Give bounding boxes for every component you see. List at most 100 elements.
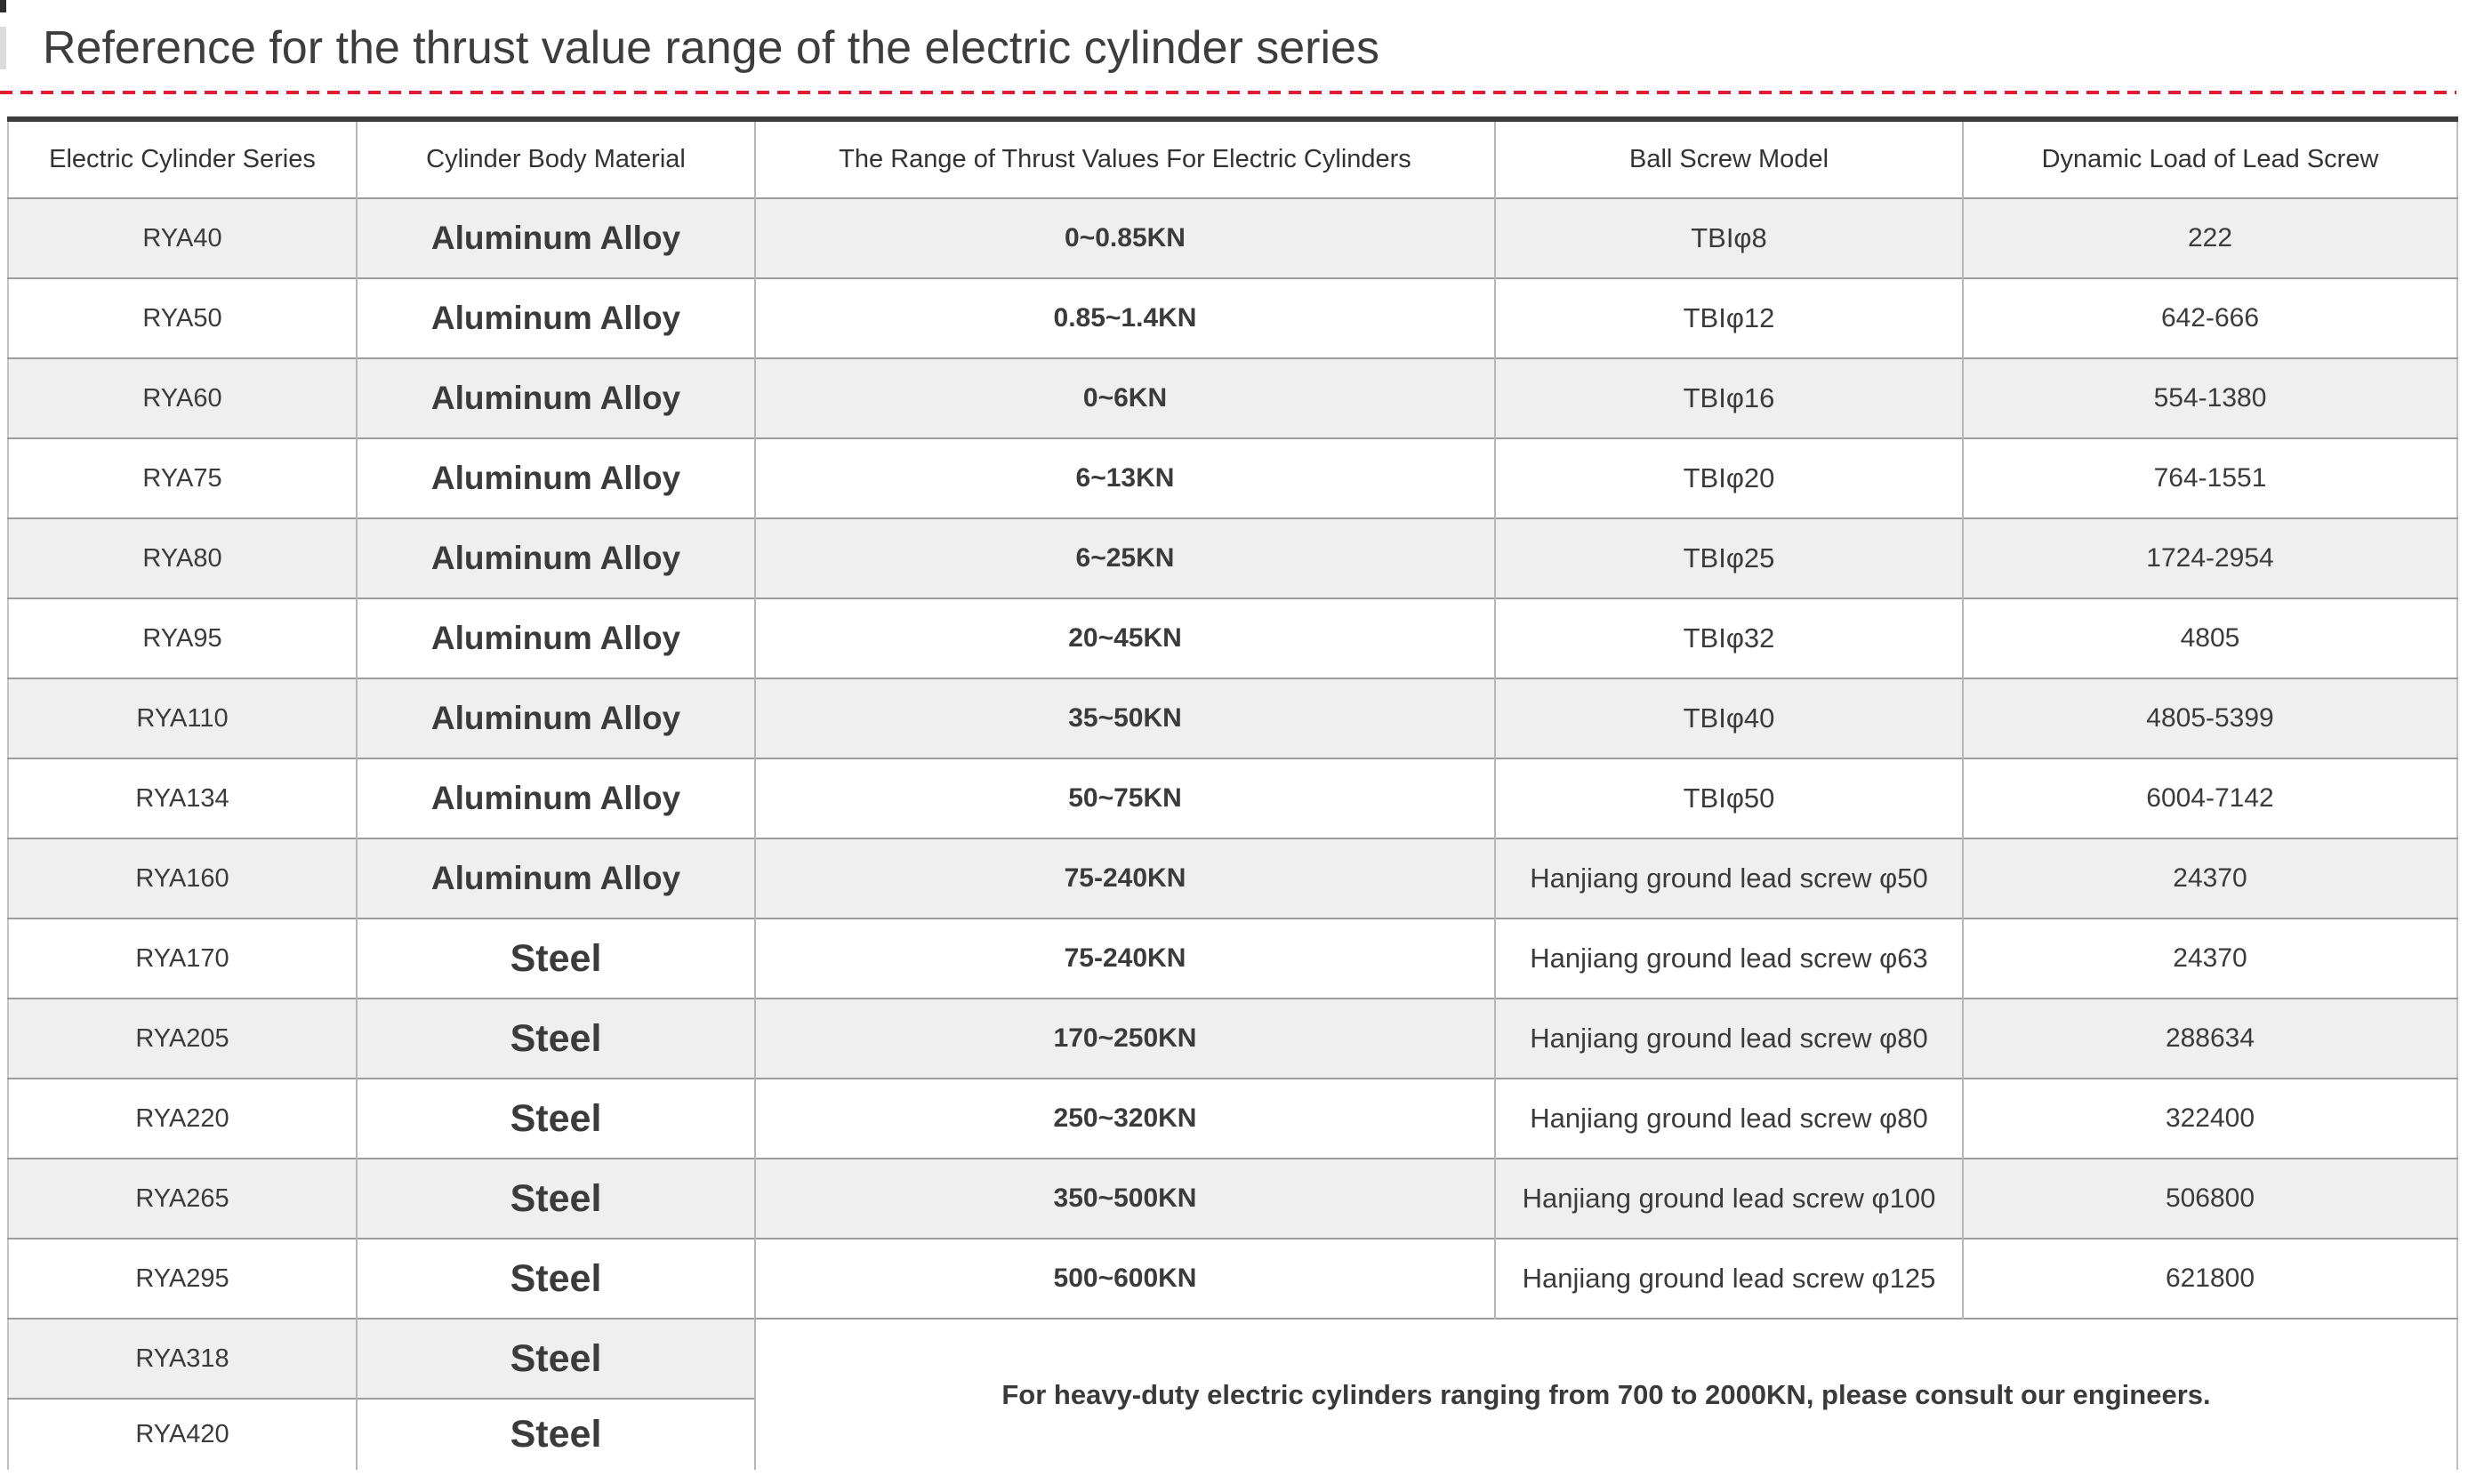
cell-series: RYA95 bbox=[8, 598, 357, 678]
left-edge-artifact-dark bbox=[0, 0, 6, 12]
cell-dynamic-load: 764-1551 bbox=[1962, 437, 2457, 518]
table-row: RYA134 Aluminum Alloy 50~75KN TBIφ50 600… bbox=[8, 758, 2457, 838]
cell-ball-screw: TBIφ25 bbox=[1494, 517, 1963, 598]
cell-thrust-range: 50~75KN bbox=[754, 758, 1495, 838]
cell-thrust-range: 6~13KN bbox=[754, 437, 1495, 518]
cell-material: Steel bbox=[356, 1158, 755, 1239]
cell-material: Steel bbox=[356, 1398, 755, 1470]
red-dashed-divider bbox=[0, 91, 2456, 94]
cell-series: RYA75 bbox=[8, 437, 357, 518]
cell-series: RYA265 bbox=[8, 1158, 357, 1239]
table-row: RYA318 Steel For heavy-duty electric cylin… bbox=[8, 1318, 2457, 1470]
cell-series: RYA60 bbox=[8, 357, 357, 438]
table-row: RYA170 Steel 75-240KN Hanjiang ground le… bbox=[8, 918, 2457, 999]
cell-series: RYA220 bbox=[8, 1078, 357, 1159]
cell-ball-screw: TBIφ32 bbox=[1494, 598, 1963, 678]
table-row: RYA95 Aluminum Alloy 20~45KN TBIφ32 4805 bbox=[8, 598, 2457, 678]
cell-material: Aluminum Alloy bbox=[356, 598, 755, 678]
cell-series: RYA80 bbox=[8, 517, 357, 598]
cell-dynamic-load: 322400 bbox=[1962, 1078, 2457, 1159]
header-series: Electric Cylinder Series bbox=[49, 145, 316, 173]
header-dynamic-load: Dynamic Load of Lead Screw bbox=[1962, 119, 2457, 198]
cell-thrust-range: 250~320KN bbox=[754, 1078, 1495, 1159]
cell-series: RYA160 bbox=[8, 838, 357, 918]
cell-ball-screw: Hanjiang ground lead screw φ125 bbox=[1494, 1238, 1963, 1319]
table-row: RYA295 Steel 500~600KN Hanjiang ground l… bbox=[8, 1238, 2457, 1319]
cell-series: RYA205 bbox=[8, 998, 357, 1079]
cell-dynamic-load: 4805 bbox=[1962, 598, 2457, 678]
cell-material: Aluminum Alloy bbox=[356, 678, 755, 758]
cell-dynamic-load: 4805-5399 bbox=[1962, 678, 2457, 758]
table-body: RYA40 Aluminum Alloy 0~0.85KN TBIφ8 222 … bbox=[8, 197, 2457, 1470]
cell-thrust-range: 35~50KN bbox=[754, 678, 1495, 758]
cell-ball-screw: Hanjiang ground lead screw φ80 bbox=[1494, 998, 1963, 1079]
cell-material: Aluminum Alloy bbox=[356, 437, 755, 518]
cell-series: RYA40 bbox=[8, 197, 357, 278]
cell-ball-screw: TBIφ20 bbox=[1494, 437, 1963, 518]
cell-dynamic-load: 24370 bbox=[1962, 918, 2457, 999]
table-row: RYA75 Aluminum Alloy 6~13KN TBIφ20 764-1… bbox=[8, 437, 2457, 518]
cell-thrust-range: 0~0.85KN bbox=[754, 197, 1495, 278]
table-row: RYA160 Aluminum Alloy 75-240KN Hanjiang … bbox=[8, 838, 2457, 918]
cell-series: RYA318 bbox=[8, 1318, 357, 1399]
page-title: Reference for the thrust value range of … bbox=[43, 22, 1379, 74]
left-edge-artifact-light bbox=[0, 27, 6, 69]
cell-material: Steel bbox=[356, 1318, 755, 1399]
cell-dynamic-load: 1724-2954 bbox=[1962, 517, 2457, 598]
cell-thrust-range: 350~500KN bbox=[754, 1158, 1495, 1239]
cell-material: Aluminum Alloy bbox=[356, 277, 755, 358]
table-row: RYA60 Aluminum Alloy 0~6KN TBIφ16 554-13… bbox=[8, 357, 2457, 438]
cell-dynamic-load: 6004-7142 bbox=[1962, 758, 2457, 838]
header-thrust-range: The Range of Thrust Values For Electric … bbox=[754, 119, 1495, 198]
heavy-duty-note: For heavy-duty electric cylinders rangin… bbox=[754, 1318, 2457, 1470]
cell-ball-screw: Hanjiang ground lead screw φ80 bbox=[1494, 1078, 1963, 1159]
cell-thrust-range: 6~25KN bbox=[754, 517, 1495, 598]
cell-material: Aluminum Alloy bbox=[356, 517, 755, 598]
cell-material: Aluminum Alloy bbox=[356, 758, 755, 838]
table-row: RYA40 Aluminum Alloy 0~0.85KN TBIφ8 222 bbox=[8, 197, 2457, 278]
cell-thrust-range: 75-240KN bbox=[754, 838, 1495, 918]
cell-ball-screw: TBIφ50 bbox=[1494, 758, 1963, 838]
cell-dynamic-load: 642-666 bbox=[1962, 277, 2457, 358]
cell-ball-screw: Hanjiang ground lead screw φ50 bbox=[1494, 838, 1963, 918]
cell-material: Steel bbox=[356, 1078, 755, 1159]
cell-ball-screw: Hanjiang ground lead screw φ100 bbox=[1494, 1158, 1963, 1239]
cell-thrust-range: 20~45KN bbox=[754, 598, 1495, 678]
table-head: Electric Cylinder Series Cylinder Body M… bbox=[8, 119, 2457, 198]
cell-ball-screw: TBIφ16 bbox=[1494, 357, 1963, 438]
cell-dynamic-load: 222 bbox=[1962, 197, 2457, 278]
cell-series: RYA295 bbox=[8, 1238, 357, 1319]
cell-dynamic-load: 288634 bbox=[1962, 998, 2457, 1079]
cell-material: Aluminum Alloy bbox=[356, 197, 755, 278]
cell-ball-screw: TBIφ12 bbox=[1494, 277, 1963, 358]
cell-material: Aluminum Alloy bbox=[356, 357, 755, 438]
cell-dynamic-load: 506800 bbox=[1962, 1158, 2457, 1239]
cell-ball-screw: TBIφ40 bbox=[1494, 678, 1963, 758]
table-row: RYA265 Steel 350~500KN Hanjiang ground l… bbox=[8, 1158, 2457, 1239]
cell-series: RYA110 bbox=[8, 678, 357, 758]
cell-ball-screw: TBIφ8 bbox=[1494, 197, 1963, 278]
cell-thrust-range: 500~600KN bbox=[754, 1238, 1495, 1319]
header-row: Electric Cylinder Series Cylinder Body M… bbox=[8, 119, 2457, 198]
table-row: RYA110 Aluminum Alloy 35~50KN TBIφ40 480… bbox=[8, 678, 2457, 758]
table-row: RYA80 Aluminum Alloy 6~25KN TBIφ25 1724-… bbox=[8, 517, 2457, 598]
cell-thrust-range: 75-240KN bbox=[754, 918, 1495, 999]
cell-series: RYA50 bbox=[8, 277, 357, 358]
cell-series: RYA134 bbox=[8, 758, 357, 838]
cell-thrust-range: 0.85~1.4KN bbox=[754, 277, 1495, 358]
table-row: RYA205 Steel 170~250KN Hanjiang ground l… bbox=[8, 998, 2457, 1079]
cell-dynamic-load: 621800 bbox=[1962, 1238, 2457, 1319]
cell-dynamic-load: 554-1380 bbox=[1962, 357, 2457, 438]
cell-material: Steel bbox=[356, 1238, 755, 1319]
cell-material: Aluminum Alloy bbox=[356, 838, 755, 918]
table-row: RYA50 Aluminum Alloy 0.85~1.4KN TBIφ12 6… bbox=[8, 277, 2457, 358]
cell-ball-screw: Hanjiang ground lead screw φ63 bbox=[1494, 918, 1963, 999]
cell-series: RYA420 bbox=[8, 1398, 357, 1470]
cell-series: RYA170 bbox=[8, 918, 357, 999]
cell-thrust-range: 170~250KN bbox=[754, 998, 1495, 1079]
header-ball-screw: Ball Screw Model bbox=[1494, 119, 1963, 198]
cell-thrust-range: 0~6KN bbox=[754, 357, 1495, 438]
cell-material: Steel bbox=[356, 998, 755, 1079]
thrust-reference-table: Electric Cylinder Series Cylinder Body M… bbox=[7, 116, 2458, 1470]
